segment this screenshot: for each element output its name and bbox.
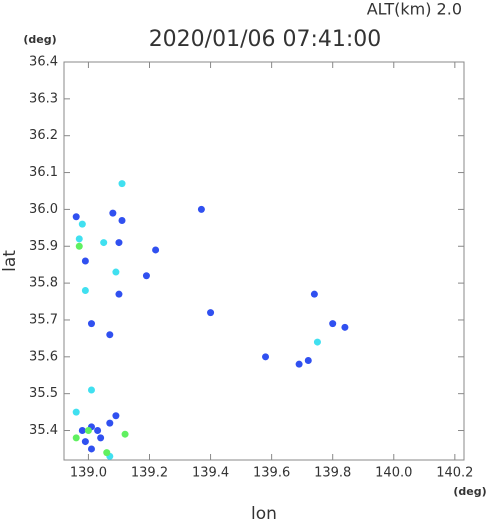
echo-point xyxy=(329,320,337,328)
echo-point xyxy=(75,235,83,243)
y-tick-label: 35.9 xyxy=(29,239,58,254)
y-tick-label: 35.8 xyxy=(29,276,58,291)
echo-point xyxy=(109,209,117,217)
echo-point xyxy=(118,216,126,224)
x-tick-label: 140.2 xyxy=(436,466,473,481)
x-unit: (deg) xyxy=(453,485,486,498)
echo-point xyxy=(81,257,89,265)
echo-point xyxy=(72,213,80,221)
echo-point xyxy=(87,386,95,394)
echo-point xyxy=(142,272,150,280)
x-tick-label: 139.0 xyxy=(70,466,107,481)
echo-point xyxy=(81,438,89,446)
y-unit: (deg) xyxy=(23,33,56,46)
echo-point xyxy=(313,338,321,346)
echo-point xyxy=(121,430,129,438)
echo-point xyxy=(115,290,123,298)
echo-point xyxy=(304,357,312,364)
y-tick-label: 36.1 xyxy=(29,165,58,180)
echo-point xyxy=(75,242,83,250)
echo-point xyxy=(115,239,123,247)
x-tick-label: 139.4 xyxy=(192,466,229,481)
echo-point xyxy=(106,331,114,339)
y-tick-label: 36.2 xyxy=(29,128,58,143)
echo-point xyxy=(262,353,270,361)
altitude-label: ALT(km) 2.0 xyxy=(367,0,462,19)
y-axis-label: lat xyxy=(0,250,20,272)
echo-point xyxy=(197,205,205,213)
echo-point xyxy=(112,268,120,276)
echo-point xyxy=(72,408,80,416)
y-tick-label: 36.0 xyxy=(29,202,58,217)
echo-point xyxy=(152,246,160,254)
echo-point xyxy=(78,427,86,435)
x-tick-label: 139.8 xyxy=(314,466,351,481)
echo-point xyxy=(100,239,108,247)
echo-point xyxy=(112,412,120,420)
x-tick-label: 140.0 xyxy=(375,466,412,481)
x-tick-label: 139.6 xyxy=(253,466,290,481)
y-tick-label: 35.6 xyxy=(29,349,58,364)
echo-point xyxy=(118,180,126,188)
echo-point xyxy=(81,286,89,294)
plot-frame xyxy=(63,61,465,461)
x-tick-label: 139.2 xyxy=(131,466,168,481)
chart-title: 2020/01/06 07:41:00 xyxy=(149,27,382,52)
y-tick-label: 36.4 xyxy=(29,55,58,70)
echo-point xyxy=(207,309,215,317)
x-axis-label: lon xyxy=(251,504,277,521)
y-tick-label: 35.5 xyxy=(29,386,58,401)
y-tick-label: 35.4 xyxy=(29,423,58,438)
echo-point xyxy=(103,449,111,457)
echo-point xyxy=(78,220,86,228)
echo-point xyxy=(87,445,95,453)
echo-point xyxy=(72,434,80,442)
echo-point xyxy=(341,323,349,331)
echo-point xyxy=(295,360,303,368)
echo-point xyxy=(87,320,95,328)
y-tick-label: 35.7 xyxy=(29,312,58,327)
echo-point xyxy=(94,427,102,435)
echo-point xyxy=(310,290,318,298)
echo-point xyxy=(97,434,105,442)
y-tick-label: 36.3 xyxy=(29,91,58,106)
echo-point xyxy=(84,427,92,435)
echo-point xyxy=(106,419,114,427)
